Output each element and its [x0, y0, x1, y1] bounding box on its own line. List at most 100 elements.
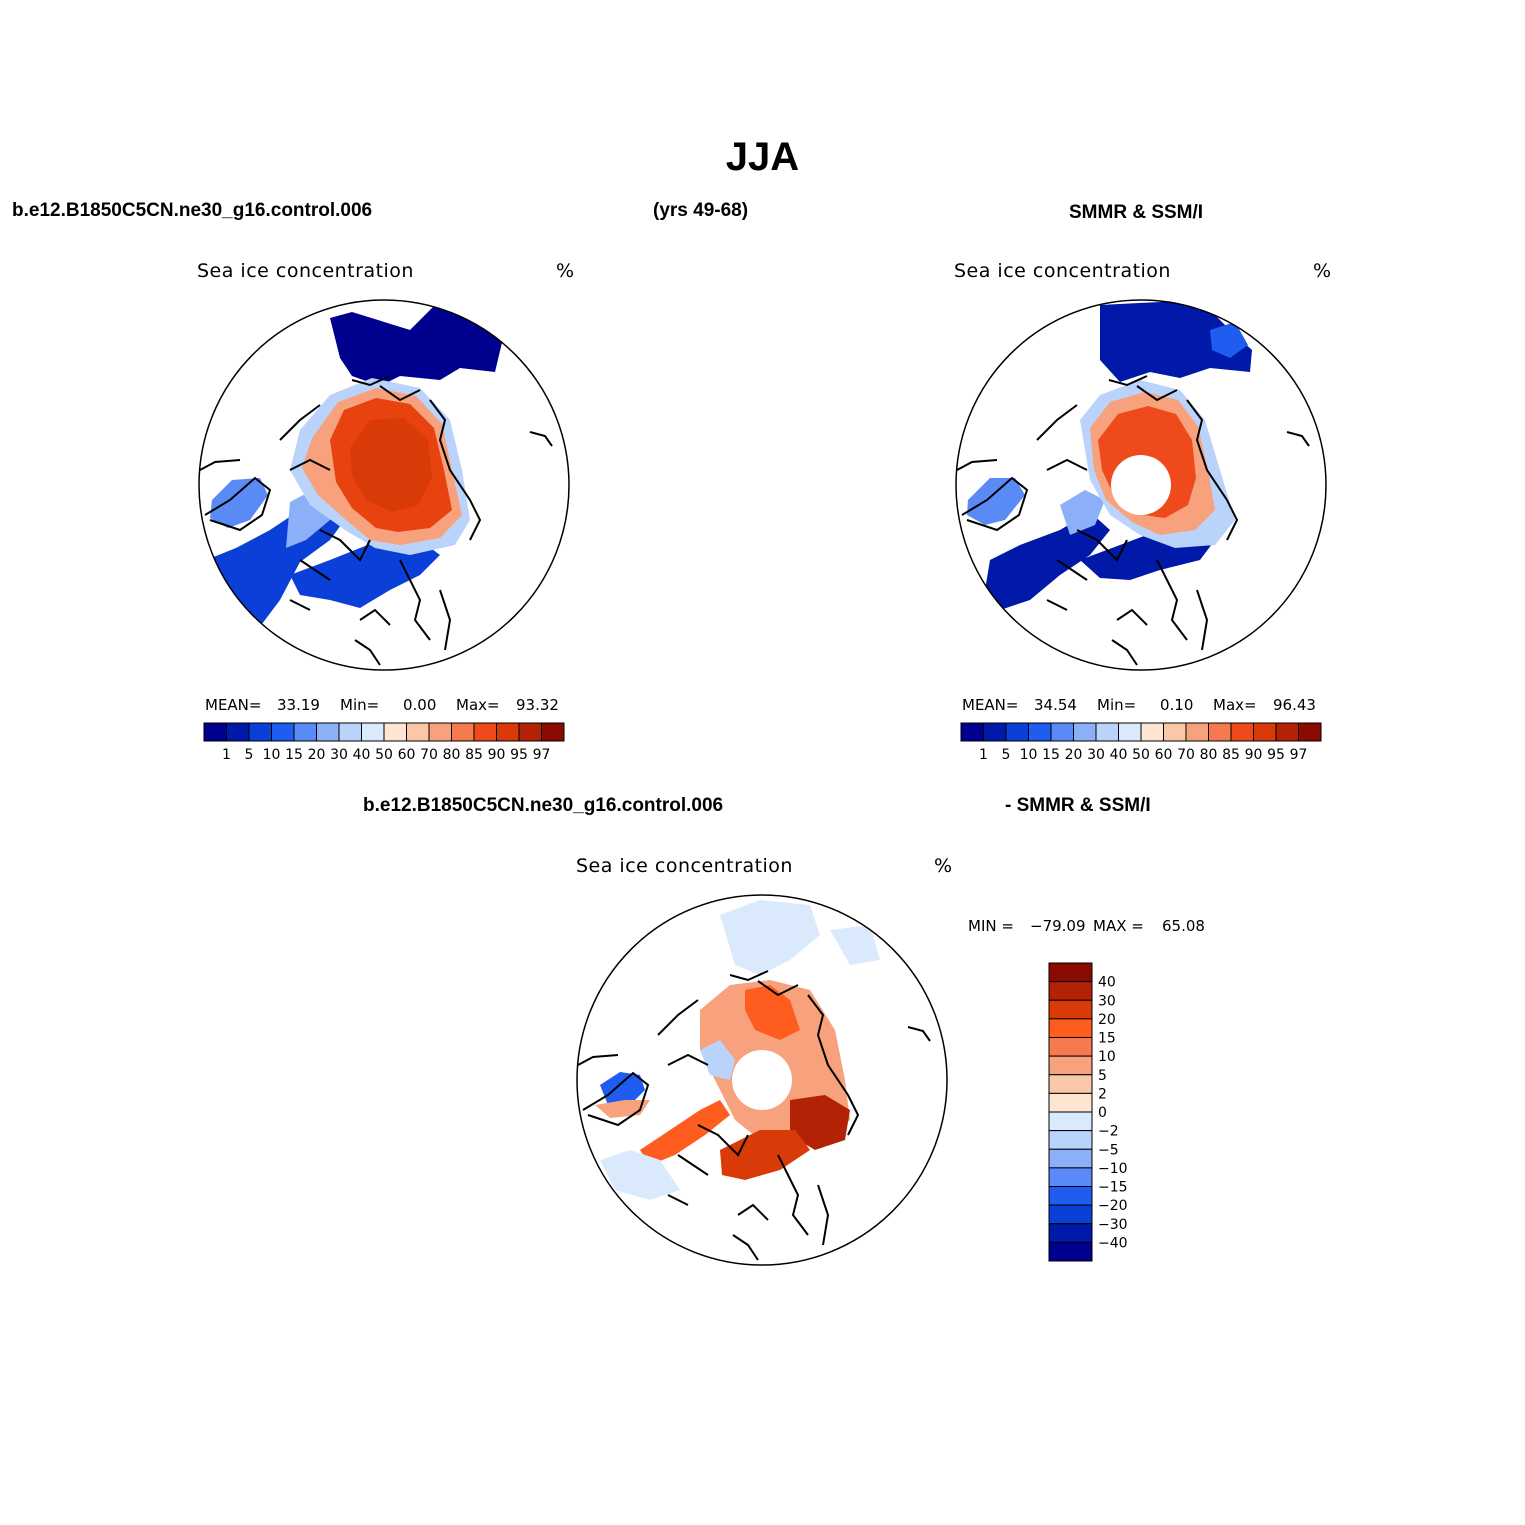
panel3-baffin-pos — [640, 1100, 730, 1165]
panel3-map-border — [576, 894, 948, 1266]
panel2-baffin-inner — [1060, 490, 1105, 535]
colorbar2-tick-label: 70 — [1177, 747, 1195, 763]
panel1-nordic-outer — [290, 540, 440, 608]
colorbar2-tick-label: 60 — [1155, 747, 1173, 763]
diff-colorbar-tick-label: 5 — [1098, 1068, 1107, 1084]
panel1-max-value: 93.32 — [516, 696, 559, 714]
panel3-barents-strong-pos — [720, 1130, 810, 1180]
panel3-pole-hole — [732, 1050, 792, 1110]
panel2-pole-hole — [1111, 455, 1171, 515]
panel1-mean-label: MEAN= — [205, 696, 262, 714]
case-name: b.e12.B1850C5CN.ne30_g16.control.006 — [12, 200, 373, 221]
panel3-east-strong-pos — [790, 1095, 850, 1150]
panel3-hudson-diff — [600, 1072, 645, 1105]
diff-colorbar-tick-label: 40 — [1098, 975, 1116, 991]
diff-colorbar-swatch — [1048, 999, 1093, 1020]
diff-colorbar-swatch — [1048, 981, 1093, 1001]
colorbar2-tick-label: 30 — [1087, 747, 1105, 763]
colorbar-panel2: 1 5 10 15 20 30 40 50 60 70 80 85 90 95 97 — [960, 722, 1322, 763]
colorbar1-swatch — [293, 722, 317, 742]
diff-colorbar-tick-label: 0 — [1098, 1105, 1107, 1121]
panel3-canadian-neg — [700, 1040, 735, 1080]
panel2-max-value: 96.43 — [1273, 696, 1316, 714]
panel1-units: % — [556, 260, 575, 282]
panel1-max-label: Max= — [456, 696, 500, 714]
colorbar2-swatch — [1050, 722, 1074, 742]
colorbar1-swatch — [451, 722, 475, 742]
diff-obs-name: - SMMR & SSM/I — [1005, 795, 1151, 816]
panel2-map-border — [955, 299, 1327, 671]
colorbar2-tick-label: 20 — [1065, 747, 1083, 763]
obs-name: SMMR & SSM/I — [1069, 202, 1204, 223]
colorbar2-tick-label: 97 — [1290, 747, 1308, 763]
panel2-bering-low-ice — [1100, 300, 1252, 382]
colorbar2-tick-label: 50 — [1132, 747, 1150, 763]
colorbar-panel1: 1 5 10 15 20 30 40 50 60 70 80 85 90 95 97 — [203, 722, 565, 763]
panel2-max-label: Max= — [1213, 696, 1257, 714]
panel3-central-pos-inner — [745, 985, 800, 1040]
colorbar1-tick-label: 15 — [285, 747, 303, 763]
diff-colorbar-tick-label: 10 — [1098, 1049, 1116, 1065]
diff-colorbar-tick-label: 20 — [1098, 1012, 1116, 1028]
colorbar1-tick-label: 95 — [510, 747, 528, 763]
colorbar2-swatch — [1073, 722, 1097, 742]
panel2-mean-label: MEAN= — [962, 696, 1019, 714]
diff-colorbar-tick-label: 30 — [1098, 993, 1116, 1009]
colorbar2-swatch — [1118, 722, 1142, 742]
colorbar1-swatch — [406, 722, 430, 742]
colorbar1-tick-label: 90 — [488, 747, 506, 763]
panel3-min-value: −79.09 — [1030, 917, 1086, 935]
panel2-title: Sea ice concentration — [954, 260, 1171, 282]
panel1-hudson-bay — [210, 478, 268, 528]
colorbar1-swatch — [361, 722, 385, 742]
colorbar1-tick-label: 60 — [398, 747, 416, 763]
colorbar2-swatch — [1230, 722, 1254, 742]
panel1-central-core — [350, 418, 432, 512]
panel3-bering-diff — [720, 900, 820, 975]
diff-colorbar-tick-label: 15 — [1098, 1031, 1116, 1047]
panel2-bering-patches — [1210, 322, 1248, 358]
panel1-coastlines — [199, 375, 553, 666]
panel3-bering-east-diff — [830, 925, 880, 965]
diff-colorbar-tick-label: 2 — [1098, 1086, 1107, 1102]
colorbar1-swatch — [248, 722, 272, 742]
diff-colorbar-tick-label: −20 — [1098, 1198, 1128, 1214]
diff-colorbar-swatch — [1048, 1037, 1093, 1057]
colorbar2-swatch — [1253, 722, 1277, 742]
map-panel-obs — [955, 299, 1327, 671]
colorbar2-tick-label: 5 — [1002, 747, 1011, 763]
panel3-max-value: 65.08 — [1162, 917, 1205, 935]
colorbar2-swatch — [1298, 722, 1322, 742]
colorbar2-swatch — [983, 722, 1007, 742]
colorbar2-tick-label: 95 — [1267, 747, 1285, 763]
colorbar2-tick-label: 40 — [1110, 747, 1128, 763]
diff-colorbar-swatch — [1048, 1186, 1093, 1206]
panel1-min-value: 0.00 — [403, 696, 437, 714]
colorbar1-tick-label: 97 — [533, 747, 551, 763]
diff-colorbar-tick-label: −2 — [1098, 1124, 1119, 1140]
diff-colorbar-swatch — [1048, 1018, 1093, 1038]
panel1-map-border — [198, 299, 570, 671]
diff-colorbar-swatch — [1048, 1204, 1093, 1225]
colorbar1-tick-label: 80 — [443, 747, 461, 763]
colorbar1-tick-label: 20 — [308, 747, 326, 763]
colorbar2-tick-label: 10 — [1020, 747, 1038, 763]
colorbar2-tick-label: 80 — [1200, 747, 1218, 763]
diff-case-name: b.e12.B1850C5CN.ne30_g16.control.006 — [363, 795, 724, 816]
years-label: (yrs 49-68) — [653, 200, 749, 221]
diff-colorbar-tick-label: −5 — [1098, 1142, 1119, 1158]
colorbar1-swatch — [473, 722, 497, 742]
colorbar1-swatch — [226, 722, 250, 742]
panel2-min-value: 0.10 — [1160, 696, 1194, 714]
colorbar2-swatch — [1163, 722, 1187, 742]
colorbar1-swatch — [316, 722, 340, 742]
colorbar1-tick-label: 50 — [375, 747, 393, 763]
colorbar2-tick-label: 90 — [1245, 747, 1263, 763]
colorbar1-tick-label: 70 — [420, 747, 438, 763]
panel3-max-label: MAX = — [1093, 917, 1144, 935]
colorbar2-swatch — [1140, 722, 1164, 742]
colorbar1-swatch — [271, 722, 295, 742]
main-title: JJA — [725, 135, 800, 179]
